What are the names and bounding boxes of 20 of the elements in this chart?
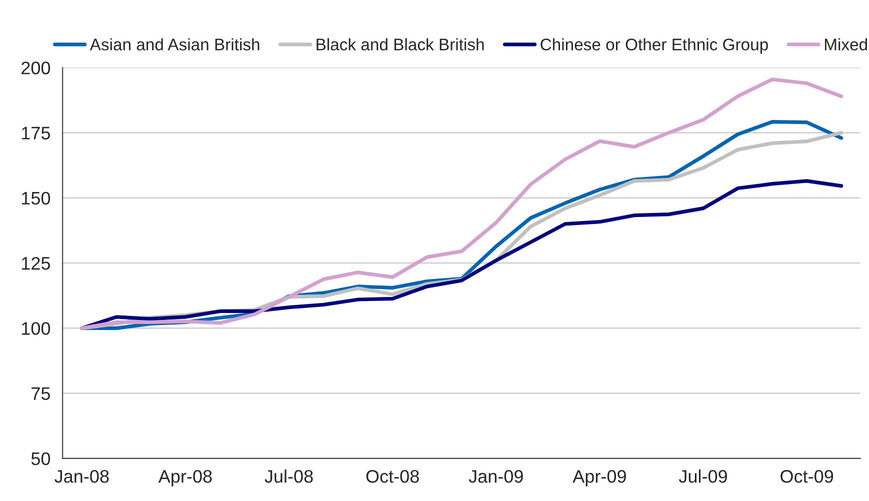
legend-label: Asian and Asian British xyxy=(90,38,260,50)
y-tick-label: 175 xyxy=(22,126,50,140)
y-tick-label: 200 xyxy=(22,62,50,74)
legend-label: Chinese or Other Ethnic Group xyxy=(540,38,768,54)
y-tick-label: 100 xyxy=(22,322,50,335)
y-tick-label: 150 xyxy=(22,192,50,205)
y-tick-label: 75 xyxy=(32,387,50,400)
line-series xyxy=(80,78,844,330)
x-tick-label: Apr-09 xyxy=(572,470,626,486)
legend-label: Mixed xyxy=(824,38,867,50)
x-tick-label: Jul-09 xyxy=(678,470,727,483)
x-tick-label: Oct-08 xyxy=(366,470,419,483)
x-tick-label: Apr-08 xyxy=(158,470,212,486)
x-tick-label: Jan-08 xyxy=(54,470,109,483)
legend-label: Black and Black British xyxy=(316,38,484,50)
y-tick-label: 50 xyxy=(31,452,50,466)
x-tick-label: Jan-09 xyxy=(468,470,523,483)
x-tick-label: Jul-08 xyxy=(264,470,313,483)
y-tick-label: 125 xyxy=(22,256,50,270)
x-tick-label: Oct-09 xyxy=(780,470,834,483)
